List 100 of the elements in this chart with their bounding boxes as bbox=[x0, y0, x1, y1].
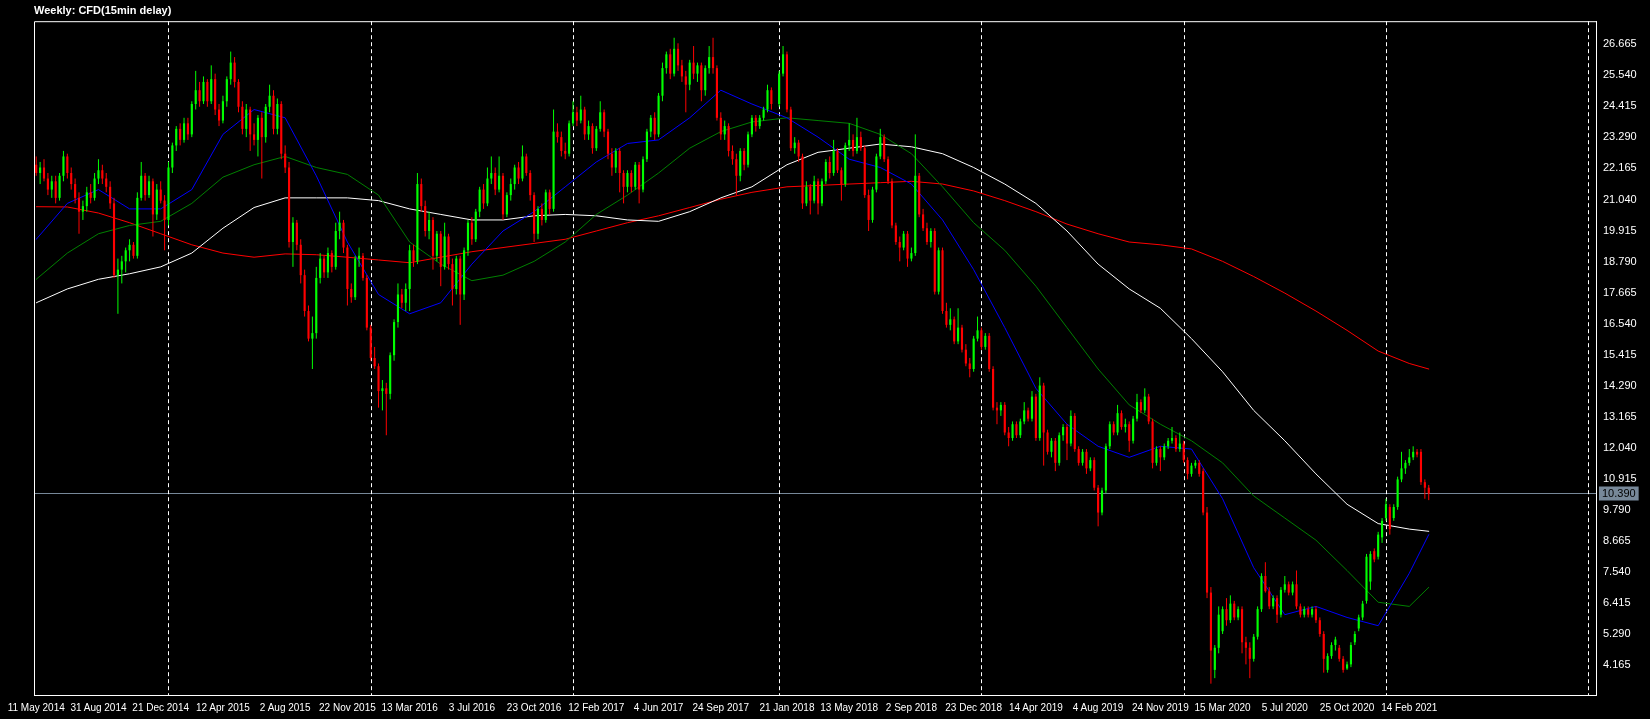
x-tick-label: 3 Jul 2016 bbox=[448, 701, 496, 713]
x-tick-label: 23 Dec 2018 bbox=[945, 701, 1003, 713]
candlestick bbox=[820, 178, 824, 207]
x-tick-label: 31 Aug 2014 bbox=[70, 701, 127, 713]
candlestick bbox=[521, 144, 524, 182]
candlestick bbox=[626, 169, 629, 193]
candlestick bbox=[221, 95, 224, 124]
y-tick-label: 5.290 bbox=[1603, 627, 1631, 640]
candlestick bbox=[210, 64, 213, 105]
candlestick bbox=[1023, 401, 1026, 425]
candlestick bbox=[556, 122, 559, 144]
candlestick bbox=[1100, 487, 1104, 516]
candlestick bbox=[591, 122, 594, 155]
candlestick bbox=[175, 125, 178, 152]
candlestick bbox=[1065, 423, 1069, 461]
x-tick-label: 5 Jul 2020 bbox=[1261, 701, 1309, 713]
candlestick bbox=[50, 175, 53, 199]
candlestick bbox=[206, 78, 209, 108]
y-tick-label: 14.290 bbox=[1603, 378, 1637, 391]
y-tick-label: 6.415 bbox=[1603, 596, 1631, 609]
candlestick bbox=[1268, 586, 1271, 610]
candlestick bbox=[70, 167, 73, 191]
candlestick bbox=[295, 219, 298, 251]
candlestick bbox=[929, 227, 932, 249]
y-tick-label: 9.790 bbox=[1603, 503, 1631, 516]
x-tick-label: 25 Oct 2020 bbox=[1319, 701, 1375, 713]
candlestick bbox=[1416, 448, 1419, 458]
x-tick-label: 14 Feb 2021 bbox=[1381, 701, 1438, 713]
candlestick bbox=[1229, 594, 1232, 624]
candlestick bbox=[330, 249, 333, 273]
candlestick bbox=[513, 164, 516, 191]
candlestick bbox=[1244, 636, 1247, 665]
candlestick bbox=[39, 161, 42, 185]
candlestick bbox=[770, 86, 773, 111]
candlestick bbox=[630, 169, 633, 193]
x-tick-label: 2 Aug 2015 bbox=[259, 701, 311, 713]
candlestick bbox=[89, 183, 92, 204]
candlestick bbox=[482, 183, 485, 210]
candlestick bbox=[1349, 641, 1353, 668]
candlestick bbox=[202, 75, 205, 105]
candlestick bbox=[435, 230, 438, 262]
candlestick bbox=[1326, 652, 1329, 674]
candlestick bbox=[1170, 426, 1174, 445]
y-tick-label: 22.165 bbox=[1603, 161, 1637, 174]
candlestick bbox=[1400, 451, 1403, 483]
candlestick bbox=[949, 307, 952, 331]
y-tick-label: 7.540 bbox=[1603, 565, 1631, 578]
ref-line-label: 10.390 bbox=[1602, 486, 1636, 499]
candlestick bbox=[1318, 616, 1321, 638]
x-tick-label: 22 Nov 2015 bbox=[319, 701, 377, 713]
candlestick bbox=[1275, 594, 1279, 624]
candlestick bbox=[684, 70, 687, 113]
x-tick-label: 21 Dec 2014 bbox=[132, 701, 190, 713]
candlestick bbox=[1310, 605, 1314, 618]
candlestick bbox=[498, 155, 501, 193]
candlestick bbox=[813, 175, 816, 204]
candlestick bbox=[750, 114, 753, 138]
y-tick-label: 25.540 bbox=[1603, 68, 1637, 81]
candlestick bbox=[1019, 418, 1022, 439]
candlestick bbox=[144, 172, 147, 202]
candlestick bbox=[509, 178, 512, 202]
candlestick bbox=[1264, 561, 1267, 594]
candlestick bbox=[97, 158, 100, 185]
candlestick bbox=[1050, 437, 1053, 458]
candlestick bbox=[381, 379, 384, 411]
candlestick bbox=[968, 357, 971, 378]
x-tick-label: 4 Jun 2017 bbox=[633, 701, 684, 713]
candlestick bbox=[358, 247, 361, 268]
candlestick bbox=[1054, 437, 1057, 472]
chart-title: Weekly: CFD(15min delay) bbox=[34, 3, 172, 16]
candlestick bbox=[925, 222, 929, 246]
candlestick bbox=[1085, 448, 1088, 475]
candlestick bbox=[1046, 429, 1049, 456]
candlestick bbox=[505, 191, 508, 218]
candlestick bbox=[46, 172, 49, 196]
candlestick bbox=[233, 56, 236, 88]
candlestick bbox=[688, 59, 691, 91]
y-tick-label: 13.165 bbox=[1603, 409, 1637, 422]
candlestick bbox=[1252, 633, 1255, 663]
candlestick bbox=[109, 180, 112, 210]
candlestick bbox=[66, 153, 69, 180]
candlestick bbox=[319, 252, 322, 284]
candlestick bbox=[1132, 415, 1135, 445]
candlestick bbox=[1011, 420, 1014, 442]
candlestick bbox=[1186, 456, 1189, 480]
y-tick-label: 17.665 bbox=[1603, 285, 1637, 298]
candlestick bbox=[85, 186, 88, 213]
candlestick bbox=[241, 100, 244, 135]
y-tick-label: 4.165 bbox=[1603, 658, 1631, 671]
y-tick-label: 26.665 bbox=[1603, 37, 1637, 50]
candlestick bbox=[781, 45, 785, 77]
candlestick bbox=[649, 114, 652, 138]
x-tick-label: 15 Mar 2020 bbox=[1194, 701, 1252, 713]
candlestick bbox=[252, 122, 256, 146]
candlestick bbox=[42, 158, 46, 182]
candlestick bbox=[587, 120, 590, 141]
candlestick bbox=[575, 106, 578, 127]
candlestick bbox=[953, 316, 956, 345]
candlestick bbox=[599, 100, 602, 133]
candlestick bbox=[743, 147, 746, 171]
